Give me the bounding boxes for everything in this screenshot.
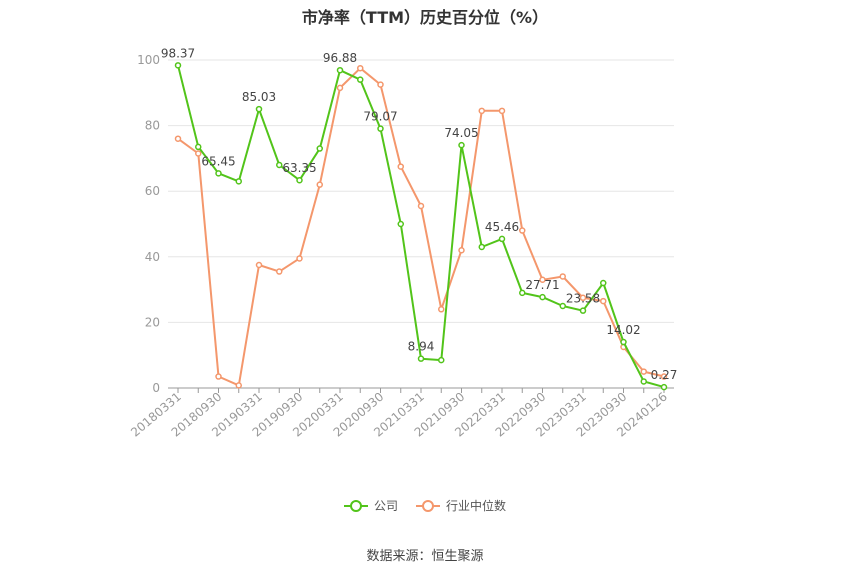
- data-point-company: [417, 355, 425, 362]
- data-label: 14.02: [606, 323, 640, 337]
- data-point-company: [559, 302, 566, 310]
- data-point-industry-median: [195, 150, 202, 157]
- data-point-company: [357, 76, 364, 83]
- data-point-industry-median: [438, 306, 445, 313]
- data-point-industry-median: [559, 273, 566, 280]
- data-point-company: [498, 235, 506, 243]
- data-point-company: [660, 383, 668, 391]
- y-tick-label: 0: [152, 381, 160, 395]
- data-point-industry-median: [519, 227, 526, 234]
- data-label: 63.35: [282, 161, 316, 175]
- data-point-company: [276, 161, 283, 169]
- data-point-company: [235, 178, 242, 185]
- data-point-industry-median: [316, 181, 323, 188]
- data-point-company: [195, 143, 202, 151]
- y-tick-label: 100: [137, 53, 160, 67]
- data-point-industry-median: [174, 135, 182, 142]
- data-point-industry-median: [215, 373, 222, 380]
- data-point-company: [478, 243, 485, 251]
- legend: 公司 行业中位数: [0, 497, 850, 514]
- gridlines: [168, 59, 674, 323]
- legend-item-company[interactable]: 公司: [343, 497, 398, 514]
- y-tick-label: 40: [145, 250, 160, 264]
- data-point-industry-median: [417, 202, 425, 210]
- data-label: 85.03: [242, 90, 276, 104]
- data-point-company: [640, 378, 647, 385]
- data-point-industry-median: [397, 163, 404, 170]
- legend-swatch-industry-median: [416, 499, 440, 513]
- data-label: 0.27: [651, 368, 678, 382]
- data-point-industry-median: [640, 368, 647, 375]
- legend-item-industry-median[interactable]: 行业中位数: [416, 497, 506, 514]
- data-point-industry-median: [539, 276, 546, 284]
- data-point-industry-median: [357, 64, 364, 72]
- data-point-industry-median: [336, 84, 344, 92]
- axes: 0204060801002018033120180930201903312019…: [128, 53, 674, 440]
- data-point-company: [255, 105, 263, 113]
- data-label: 98.37: [161, 46, 195, 60]
- data-point-industry-median: [600, 297, 607, 305]
- data-point-company: [438, 356, 445, 364]
- data-point-industry-median: [458, 246, 465, 254]
- data-point-company: [377, 125, 384, 132]
- data-point-company: [458, 141, 465, 149]
- series-lines: [174, 62, 668, 391]
- data-point-industry-median: [498, 107, 506, 115]
- data-label: 27.71: [525, 278, 559, 292]
- data-label: 8.94: [408, 340, 435, 354]
- y-tick-label: 80: [145, 119, 160, 133]
- data-label: 79.07: [363, 110, 397, 124]
- data-point-industry-median: [276, 268, 283, 275]
- legend-swatch-company: [343, 499, 368, 513]
- data-point-industry-median: [579, 294, 587, 302]
- data-label: 74.05: [444, 126, 478, 140]
- data-label: 65.45: [201, 154, 235, 168]
- data-point-company: [215, 170, 222, 177]
- data-point-company: [600, 279, 607, 287]
- data-point-company: [620, 338, 627, 346]
- data-point-company: [579, 307, 587, 314]
- source-note: 数据来源：恒生聚源: [366, 549, 484, 564]
- data-label: 45.46: [485, 220, 519, 234]
- chart-title: 市净率（TTM）历史百分位（%）: [301, 8, 549, 27]
- data-label: 96.88: [323, 51, 357, 65]
- data-point-industry-median: [377, 81, 384, 88]
- data-point-industry-median: [296, 255, 303, 262]
- data-point-industry-median: [478, 107, 485, 115]
- legend-label-industry-median: 行业中位数: [446, 499, 507, 513]
- legend-label-company: 公司: [373, 499, 398, 513]
- y-tick-label: 20: [145, 315, 160, 329]
- data-point-company: [316, 145, 323, 152]
- data-point-industry-median: [255, 261, 263, 269]
- y-tick-label: 60: [145, 184, 160, 198]
- data-point-company: [296, 176, 303, 184]
- data-point-company: [539, 293, 546, 301]
- data-point-industry-median: [660, 373, 668, 380]
- data-label: 23.58: [566, 292, 600, 306]
- series-line-industry-median: [177, 67, 665, 387]
- data-point-company: [174, 62, 182, 69]
- data-point-industry-median: [235, 382, 242, 389]
- data-point-company: [397, 220, 404, 228]
- data-labels: 98.37 65.45 85.03 63.35 96.88 79.07 8.94 74.05 4…: [161, 46, 678, 382]
- data-point-company: [519, 289, 526, 297]
- data-point-company: [336, 66, 344, 74]
